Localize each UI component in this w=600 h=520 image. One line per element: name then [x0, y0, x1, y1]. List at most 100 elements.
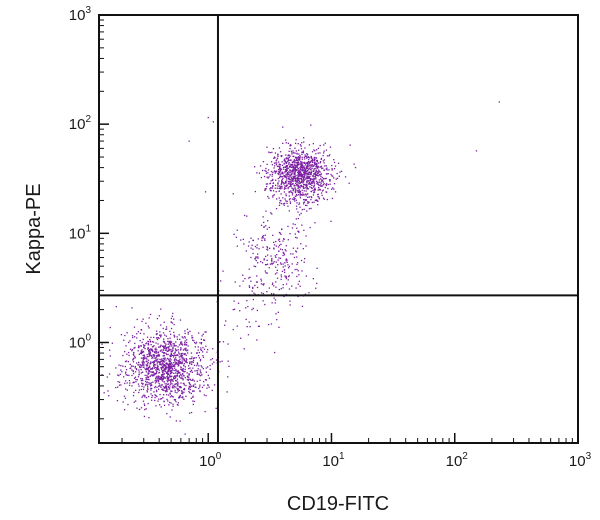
scatter-point: [319, 181, 321, 183]
scatter-point: [155, 367, 157, 369]
scatter-point: [319, 189, 321, 191]
scatter-point: [291, 179, 293, 181]
scatter-point: [195, 357, 197, 359]
scatter-point: [296, 177, 298, 179]
scatter-point: [109, 349, 111, 351]
scatter-point: [313, 191, 316, 193]
scatter-point: [299, 197, 302, 199]
scatter-point: [167, 381, 169, 383]
scatter-point: [135, 389, 137, 391]
scatter-point: [150, 336, 152, 339]
scatter-point: [169, 383, 171, 385]
scatter-point: [122, 354, 124, 357]
scatter-point: [202, 356, 205, 358]
scatter-point: [288, 154, 290, 156]
scatter-point: [311, 158, 313, 161]
scatter-point: [183, 398, 185, 400]
scatter-point: [177, 346, 179, 348]
scatter-point: [142, 354, 144, 357]
scatter-point: [299, 206, 301, 208]
scatter-point: [142, 383, 144, 385]
scatter-point: [184, 361, 187, 363]
scatter-point: [246, 215, 248, 217]
scatter-point: [277, 246, 280, 248]
scatter-point: [145, 397, 148, 399]
scatter-point: [331, 164, 333, 167]
scatter-point: [185, 395, 187, 397]
scatter-point: [268, 151, 270, 153]
scatter-point: [109, 326, 111, 329]
scatter-point: [286, 184, 288, 186]
scatter-point: [176, 392, 178, 394]
scatter-point: [256, 339, 258, 341]
scatter-point: [125, 372, 127, 374]
scatter-point: [147, 373, 149, 375]
scatter-point: [151, 357, 153, 360]
scatter-point: [303, 229, 305, 231]
scatter-point: [250, 247, 252, 249]
scatter-point: [158, 315, 160, 317]
scatter-point: [292, 160, 294, 162]
scatter-point: [328, 169, 330, 171]
scatter-point: [180, 362, 182, 364]
scatter-point: [279, 169, 281, 172]
scatter-point: [160, 349, 162, 351]
scatter-point: [168, 359, 171, 362]
scatter-point: [190, 370, 193, 372]
scatter-point: [176, 380, 178, 382]
scatter-point: [289, 202, 292, 205]
scatter-point: [312, 189, 314, 192]
scatter-point: [280, 188, 282, 190]
scatter-point: [171, 383, 173, 385]
scatter-point: [296, 180, 298, 182]
scatter-point: [143, 358, 146, 360]
scatter-point: [215, 359, 218, 361]
scatter-point: [183, 382, 185, 385]
scatter-point: [163, 370, 165, 372]
scatter-point: [179, 387, 181, 389]
scatter-point: [234, 281, 236, 283]
scatter-point: [297, 262, 299, 264]
scatter-point: [310, 156, 312, 158]
scatter-point: [178, 397, 180, 399]
scatter-point: [305, 185, 308, 188]
scatter-point: [306, 181, 308, 184]
scatter-point: [163, 372, 165, 375]
scatter-point: [133, 391, 135, 394]
scatter-point: [304, 293, 307, 295]
scatter-point: [300, 169, 303, 171]
scatter-point: [283, 204, 285, 206]
scatter-point: [169, 371, 171, 373]
scatter-point: [172, 386, 174, 388]
scatter-point: [156, 338, 159, 341]
scatter-point: [295, 287, 297, 289]
scatter-point: [281, 180, 283, 182]
scatter-point: [147, 383, 149, 386]
scatter-point: [130, 365, 133, 367]
scatter-point: [315, 157, 318, 159]
scatter-point: [154, 399, 156, 402]
scatter-point: [299, 163, 301, 165]
scatter-point: [122, 401, 124, 403]
scatter-point: [308, 173, 310, 176]
scatter-point: [287, 187, 289, 190]
scatter-point: [306, 181, 308, 183]
scatter-point: [188, 373, 190, 375]
scatter-point: [170, 349, 172, 351]
scatter-point: [159, 358, 161, 361]
scatter-point: [131, 374, 133, 377]
scatter-point: [172, 396, 174, 398]
scatter-point: [233, 300, 235, 302]
scatter-point: [185, 347, 187, 349]
scatter-point: [153, 360, 155, 363]
scatter-point: [296, 164, 298, 167]
scatter-points: [101, 101, 500, 435]
scatter-point: [148, 365, 151, 367]
scatter-point: [297, 172, 300, 175]
scatter-point: [170, 317, 173, 320]
scatter-point: [200, 375, 202, 377]
scatter-point: [273, 261, 275, 263]
scatter-point: [314, 158, 316, 160]
scatter-point: [318, 198, 320, 200]
scatter-point: [185, 348, 187, 350]
